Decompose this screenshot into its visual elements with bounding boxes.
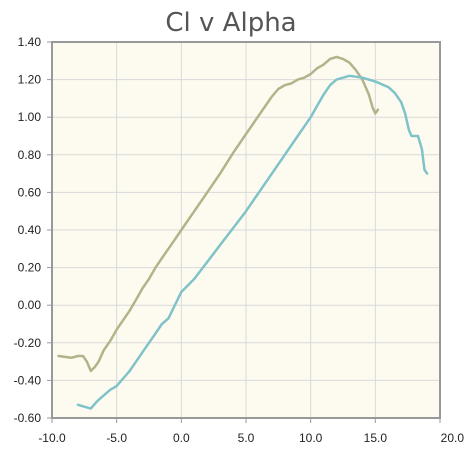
y-axis-ticks: -0.60 -0.40 -0.20 0.00 0.20 0.40 0.60 0.80 1.00 1…: [14, 35, 52, 425]
x-tick-label: 5.0: [238, 431, 255, 445]
chart-title: Cl v Alpha: [165, 8, 296, 38]
x-tick-label: 15.0: [364, 431, 388, 445]
y-tick-label: -0.20: [14, 336, 42, 350]
x-tick-label: 10.0: [299, 431, 323, 445]
y-tick-label: 0.00: [18, 298, 42, 312]
x-tick-label: -10.0: [38, 431, 66, 445]
series-layer: [57, 55, 429, 410]
y-tick-label: 0.40: [18, 223, 42, 237]
y-tick-label: 1.40: [18, 35, 42, 49]
y-tick-label: -0.60: [14, 411, 42, 425]
x-tick-label: 20.0: [441, 431, 465, 445]
y-tick-label: 0.60: [18, 185, 42, 199]
y-tick-label: 1.00: [18, 110, 42, 124]
series-line-2: [76, 74, 429, 410]
series-line-1: [57, 55, 380, 373]
x-tick-label: -5.0: [106, 431, 127, 445]
y-tick-label: -0.40: [14, 373, 42, 387]
x-tick-label: 0.0: [173, 431, 190, 445]
y-tick-label: 0.80: [18, 148, 42, 162]
y-tick-label: 0.20: [18, 261, 42, 275]
y-tick-label: 1.20: [18, 73, 42, 87]
x-axis-ticks: -10.0 -5.0 0.0 5.0 10.0 15.0 20.0: [38, 418, 464, 445]
